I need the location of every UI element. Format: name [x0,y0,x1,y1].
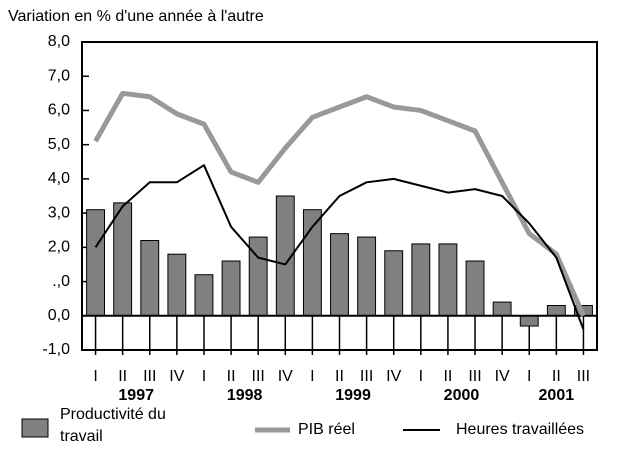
bar [519,315,539,327]
bar [411,243,431,317]
bar [438,243,458,317]
y-tick-label: 8,0 [48,33,70,50]
y-tick-label: 5,0 [48,136,70,153]
bar [384,250,404,317]
bar [330,233,349,317]
bar [194,274,214,317]
x-tick-label: IV [386,368,401,385]
bar [248,236,268,317]
legend-label: PIB réel [298,421,355,438]
x-tick-label: III [252,368,265,385]
x-tick-label: I [527,368,531,385]
group-label: 2000 [444,387,480,404]
x-tick-label: III [468,368,481,385]
group-label: 1997 [118,387,154,404]
y-tick-label: -1,0 [42,341,70,358]
x-tick-label: IV [495,368,510,385]
x-tick-label: II [443,368,452,385]
chart-title: Variation en % d'une année à l'autre [8,8,264,25]
line [93,90,586,317]
group-label: 1999 [335,387,371,404]
line [94,164,585,330]
x-tick-label: III [577,368,590,385]
x-tick-label: I [419,368,423,385]
legend-swatch [21,418,49,438]
x-tick-label: II [118,368,127,385]
group-label: 2001 [539,387,575,404]
bar [167,253,187,317]
y-tick-label: 0,0 [48,307,70,324]
legend-label: Heures travaillées [456,421,584,438]
x-tick-label: II [227,368,236,385]
bar [465,260,485,317]
y-tick-label: 3,0 [48,204,70,221]
x-tick-label: I [310,368,314,385]
plot-frame [81,41,598,351]
group-label: 1998 [227,387,263,404]
y-tick-label: 2,0 [48,239,70,256]
bar [221,260,241,317]
x-tick-label: IV [169,368,184,385]
x-tick-label: II [335,368,344,385]
x-tick-label: I [202,368,206,385]
y-tick-label: .,0 [52,273,70,290]
bar [140,239,160,317]
x-tick-label: I [93,368,97,385]
legend-label: Productivité du travail [60,406,166,445]
bar [113,202,133,317]
y-tick-label: 4,0 [48,170,70,187]
x-tick-label: IV [278,368,293,385]
x-tick-label: III [360,368,373,385]
bar [86,209,105,317]
bar [546,305,566,317]
y-tick-label: 6,0 [48,102,70,119]
bar [492,301,512,317]
bar [357,236,377,317]
x-tick-label: III [143,368,156,385]
y-tick-label: 7,0 [48,67,70,84]
x-tick-label: II [552,368,561,385]
